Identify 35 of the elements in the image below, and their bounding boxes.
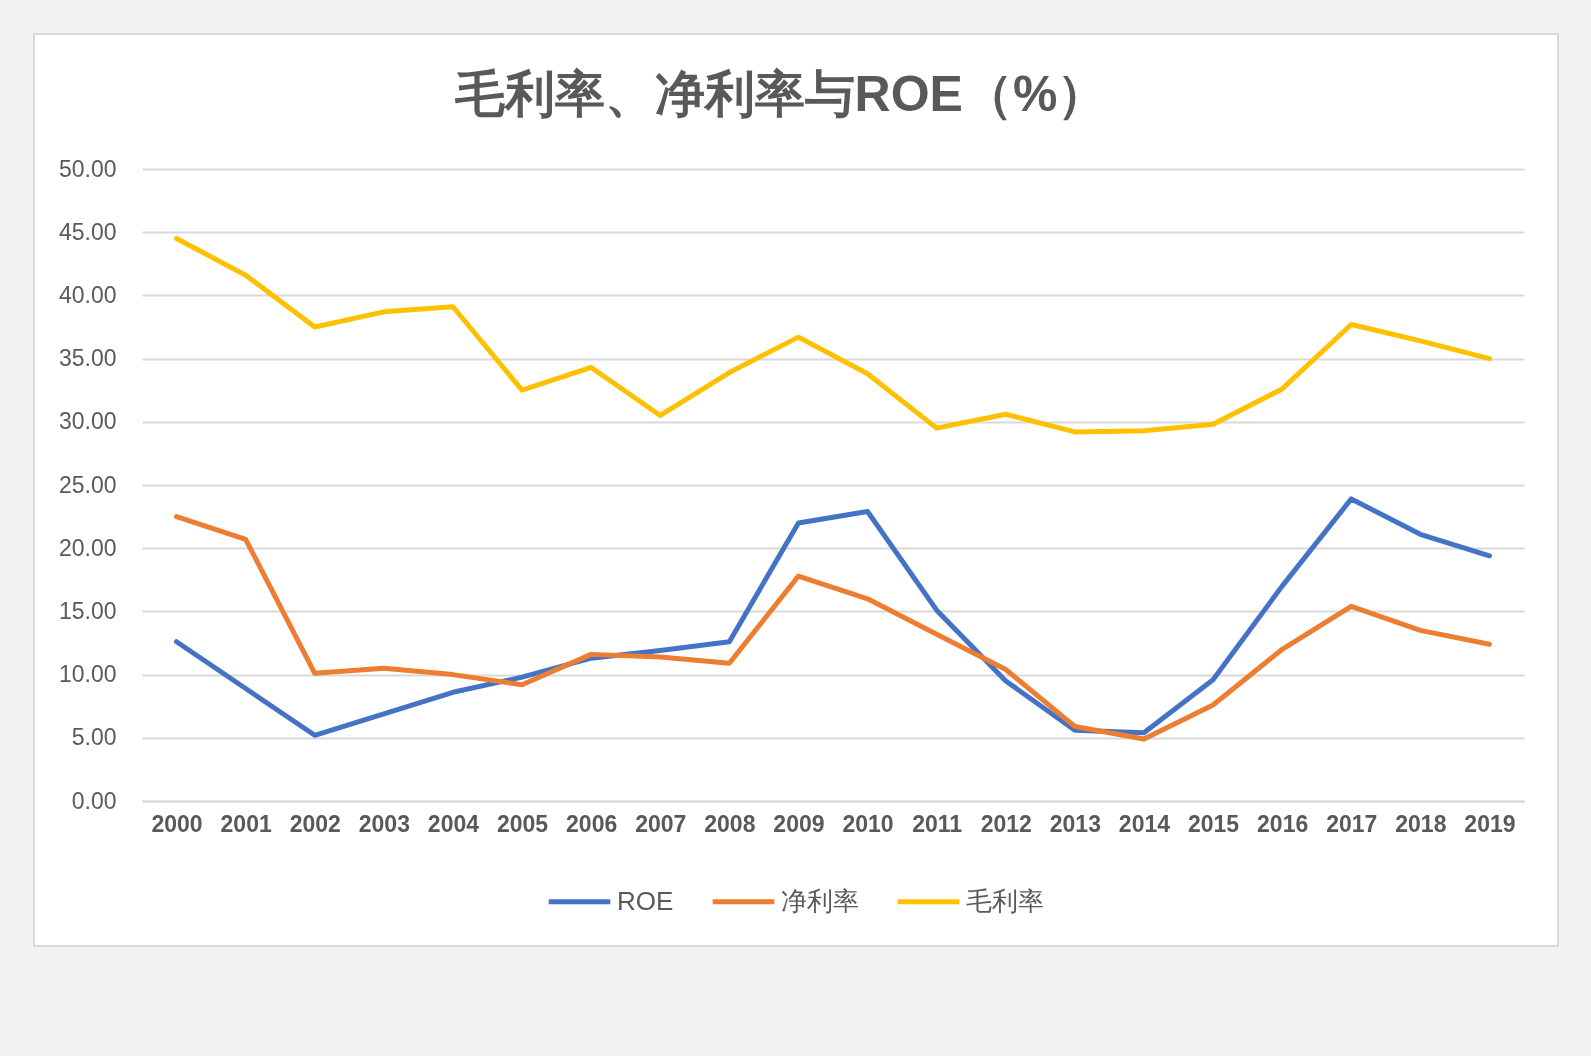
y-tick-label: 45.00 — [58, 218, 117, 245]
x-tick-label: 2019 — [1464, 810, 1516, 837]
x-tick-label: 2009 — [773, 810, 825, 837]
y-tick-label: 50.00 — [58, 155, 117, 182]
y-tick-label: 25.00 — [58, 471, 117, 498]
x-tick-label: 2007 — [635, 810, 687, 837]
y-tick-label: 20.00 — [58, 534, 117, 561]
x-tick-label: 2014 — [1118, 810, 1171, 837]
y-tick-label: 0.00 — [71, 787, 117, 814]
x-tick-label: 2015 — [1187, 810, 1240, 837]
legend-label: 毛利率 — [966, 885, 1044, 916]
x-tick-label: 2002 — [289, 810, 341, 837]
legend-label: 净利率 — [781, 885, 859, 916]
x-tick-label: 2011 — [912, 810, 963, 837]
x-tick-label: 2001 — [220, 810, 272, 837]
y-tick-label: 40.00 — [58, 281, 117, 308]
x-tick-label: 2003 — [358, 810, 410, 837]
x-tick-label: 2004 — [427, 810, 480, 837]
y-tick-label: 15.00 — [58, 597, 117, 624]
x-tick-label: 2017 — [1326, 810, 1378, 837]
y-tick-label: 5.00 — [71, 724, 117, 751]
y-tick-label: 35.00 — [58, 345, 117, 372]
y-tick-label: 10.00 — [58, 661, 117, 688]
x-tick-label: 2008 — [704, 810, 756, 837]
x-tick-label: 2012 — [980, 810, 1032, 837]
y-tick-label: 30.00 — [58, 408, 117, 435]
x-tick-label: 2006 — [566, 810, 618, 837]
chart-title: 毛利率、净利率与ROE（%） — [453, 66, 1108, 122]
x-tick-label: 2013 — [1049, 810, 1101, 837]
x-tick-label: 2016 — [1257, 810, 1309, 837]
x-tick-label: 2018 — [1395, 810, 1447, 837]
x-tick-label: 2005 — [496, 810, 549, 837]
x-tick-label: 2000 — [151, 810, 203, 837]
legend-label: ROE — [617, 885, 674, 916]
x-tick-label: 2010 — [842, 810, 894, 837]
